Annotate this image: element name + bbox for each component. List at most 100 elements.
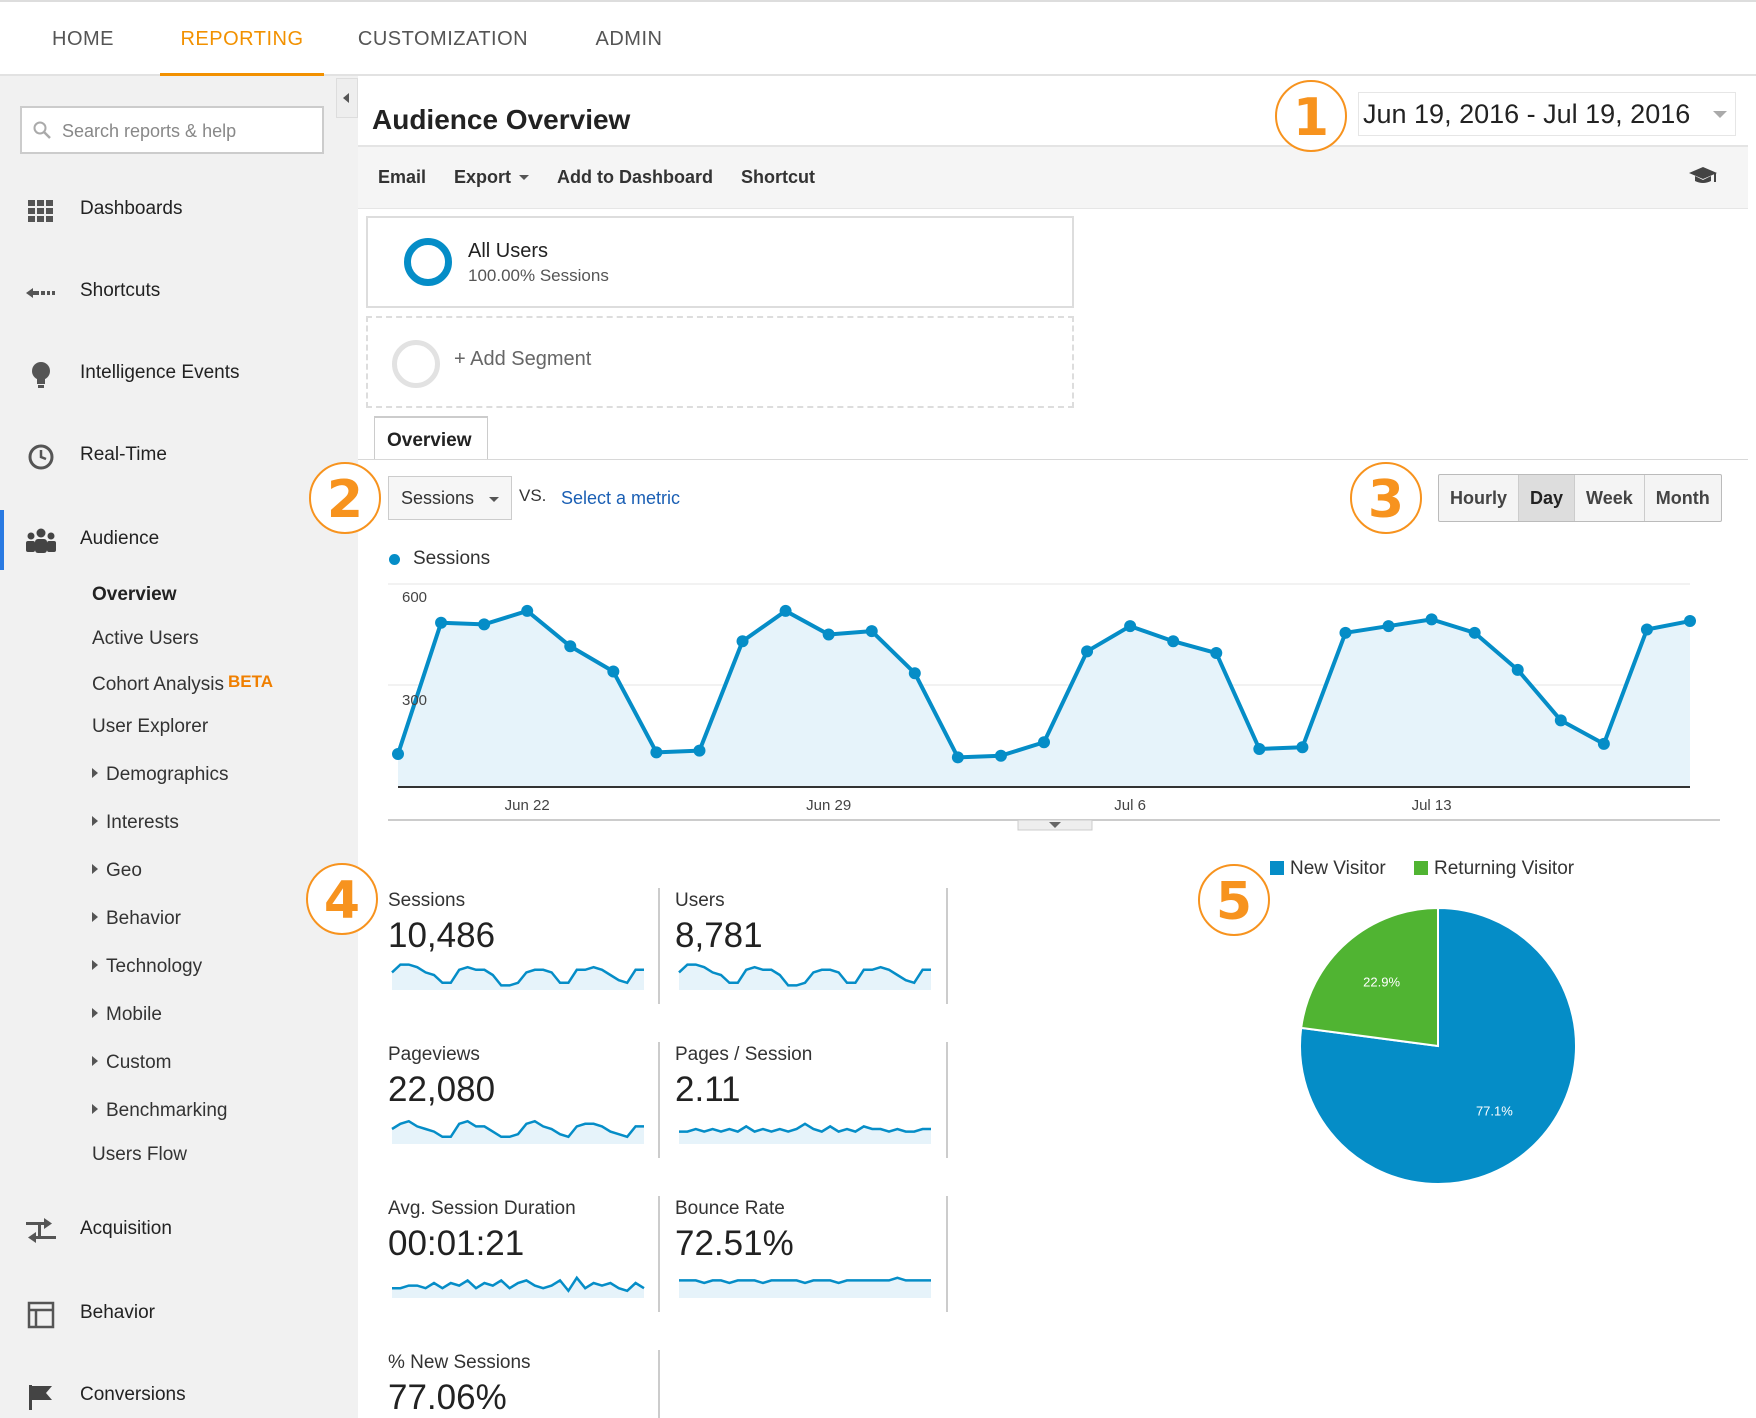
x-tick-label: Jul 13 bbox=[1412, 797, 1452, 814]
sparkline-fill bbox=[392, 1277, 644, 1298]
data-point bbox=[1597, 737, 1610, 750]
sidebar-sub-interests[interactable]: Interests bbox=[92, 812, 179, 834]
data-point bbox=[1339, 626, 1352, 639]
data-point bbox=[1511, 663, 1524, 676]
pie-legend-returning-visitor: Returning Visitor bbox=[1414, 858, 1574, 880]
technology-label: Technology bbox=[106, 956, 203, 977]
sidebar: Search reports & help Dashboards Shortcu… bbox=[0, 76, 358, 1418]
scorecard-pageviews[interactable]: Pageviews 22,080 bbox=[388, 1044, 658, 1174]
sidebar-item-audience[interactable]: Audience bbox=[0, 510, 358, 570]
export-button[interactable]: Export bbox=[454, 167, 530, 188]
data-point bbox=[392, 748, 404, 761]
callout-marker: 3 bbox=[1350, 462, 1422, 534]
scorecard-label: Avg. Session Duration bbox=[388, 1198, 576, 1219]
sparkline bbox=[392, 1275, 645, 1293]
data-point bbox=[1253, 742, 1266, 755]
sidebar-item-dashboards[interactable]: Dashboards bbox=[0, 182, 358, 238]
pie-legend-new-visitor: New Visitor bbox=[1270, 858, 1386, 880]
date-range-picker[interactable]: Jun 19, 2016 - Jul 19, 2016 bbox=[1358, 92, 1736, 136]
divider bbox=[658, 1042, 660, 1158]
sidebar-sub-users-flow[interactable]: Users Flow bbox=[92, 1144, 188, 1165]
expand-arrow-icon bbox=[92, 1008, 98, 1018]
legend-label: Returning Visitor bbox=[1434, 858, 1575, 879]
scorecard-avg-session-duration[interactable]: Avg. Session Duration 00:01:21 bbox=[388, 1198, 658, 1328]
search-box[interactable]: Search reports & help bbox=[20, 106, 324, 154]
sidebar-sub-technology[interactable]: Technology bbox=[92, 956, 202, 978]
sidebar-item-real-time[interactable]: Real-Time bbox=[0, 428, 358, 484]
pie-data-label: 77.1% bbox=[1476, 1103, 1513, 1118]
sidebar-item-label: Acquisition bbox=[80, 1218, 172, 1239]
pie-slice bbox=[1299, 906, 1577, 1185]
callout-number: 4 bbox=[323, 871, 361, 931]
data-point bbox=[865, 625, 878, 638]
sidebar-sub-benchmarking[interactable]: Benchmarking bbox=[92, 1100, 227, 1122]
export-label: Export bbox=[454, 167, 512, 187]
scorecard-value: 10,486 bbox=[388, 916, 496, 955]
sidebar-sub-user-explorer[interactable]: User Explorer bbox=[92, 716, 209, 737]
callout-marker: 1 bbox=[1275, 80, 1347, 152]
tab-admin[interactable]: ADMIN bbox=[595, 28, 663, 50]
scorecard-sessions[interactable]: Sessions 10,486 bbox=[388, 890, 658, 1020]
scorecard-value: 8,781 bbox=[675, 916, 763, 955]
data-point bbox=[1038, 736, 1050, 749]
grid-icon bbox=[28, 200, 53, 222]
sidebar-sub-overview[interactable]: Overview bbox=[92, 584, 177, 605]
sidebar-collapse-button[interactable] bbox=[336, 78, 358, 118]
legend-swatch bbox=[389, 554, 400, 565]
hourly-button[interactable]: Hourly bbox=[1439, 475, 1520, 521]
email-button[interactable]: Email bbox=[378, 167, 427, 187]
callout-number: 1 bbox=[1292, 88, 1330, 148]
scorecard-users[interactable]: Users 8,781 bbox=[675, 890, 945, 1020]
sidebar-item-intelligence-events[interactable]: Intelligence Events bbox=[0, 346, 358, 402]
add-segment-button[interactable]: + Add Segment bbox=[366, 316, 1074, 408]
sidebar-sub-behavior[interactable]: Behavior bbox=[92, 908, 181, 930]
graduation-cap-icon[interactable] bbox=[1688, 166, 1718, 186]
expand-arrow-icon bbox=[92, 912, 98, 922]
tab-customization[interactable]: CUSTOMIZATION bbox=[357, 28, 529, 50]
week-button[interactable]: Week bbox=[1575, 475, 1645, 521]
layout-icon bbox=[27, 1301, 55, 1329]
sparkline-fill bbox=[392, 1121, 644, 1144]
sidebar-item-conversions[interactable]: Conversions bbox=[0, 1368, 358, 1418]
data-point bbox=[779, 604, 792, 617]
area-fill bbox=[398, 610, 1690, 786]
tab-overview[interactable]: Overview bbox=[374, 416, 488, 460]
sidebar-sub-custom[interactable]: Custom bbox=[92, 1052, 171, 1074]
sparkline bbox=[679, 1122, 931, 1133]
segment-subtitle: 100.00% Sessions bbox=[468, 266, 609, 285]
divider bbox=[658, 1350, 660, 1418]
sidebar-item-behavior[interactable]: Behavior bbox=[0, 1286, 358, 1342]
sidebar-sub-geo[interactable]: Geo bbox=[92, 860, 142, 882]
divider bbox=[358, 459, 1748, 460]
select-metric-link[interactable]: Select a metric bbox=[561, 488, 681, 508]
metric-select[interactable]: Sessions bbox=[388, 476, 512, 520]
sidebar-item-shortcuts[interactable]: Shortcuts bbox=[0, 264, 358, 320]
scorecard-bounce-rate[interactable]: Bounce Rate 72.51% bbox=[675, 1198, 945, 1328]
people-icon bbox=[26, 528, 56, 553]
expand-arrow-icon bbox=[92, 768, 98, 778]
tab-home[interactable]: HOME bbox=[52, 28, 114, 50]
segment-all-users[interactable]: All Users 100.00% Sessions bbox=[366, 216, 1074, 308]
scorecard-pages-per-session[interactable]: Pages / Session 2.11 bbox=[675, 1044, 945, 1174]
add-to-dashboard-button[interactable]: Add to Dashboard bbox=[557, 167, 713, 187]
day-button[interactable]: Day bbox=[1519, 475, 1576, 521]
add-segment-label: + Add Segment bbox=[454, 348, 592, 370]
data-point bbox=[607, 665, 620, 678]
month-button[interactable]: Month bbox=[1655, 488, 1710, 508]
sidebar-sub-cohort-analysis[interactable]: Cohort Analysis BETA bbox=[92, 672, 273, 696]
scorecard-label: % New Sessions bbox=[388, 1352, 531, 1373]
sidebar-item-acquisition[interactable]: Acquisition bbox=[0, 1202, 358, 1258]
benchmarking-label: Benchmarking bbox=[106, 1100, 228, 1121]
scorecard-new-sessions[interactable]: % New Sessions 77.06% bbox=[388, 1352, 658, 1418]
shortcut-button[interactable]: Shortcut bbox=[741, 167, 815, 187]
chevron-down-icon bbox=[519, 175, 530, 180]
x-tick-label: Jul 6 bbox=[1114, 797, 1146, 814]
expand-arrow-icon bbox=[92, 1104, 98, 1114]
search-input[interactable]: Search reports & help bbox=[62, 121, 237, 141]
sidebar-item-label: Audience bbox=[80, 528, 160, 549]
sidebar-sub-demographics[interactable]: Demographics bbox=[92, 764, 229, 786]
sidebar-sub-mobile[interactable]: Mobile bbox=[92, 1004, 162, 1026]
sidebar-sub-active-users[interactable]: Active Users bbox=[92, 628, 199, 649]
tab-reporting[interactable]: REPORTING bbox=[160, 2, 324, 76]
